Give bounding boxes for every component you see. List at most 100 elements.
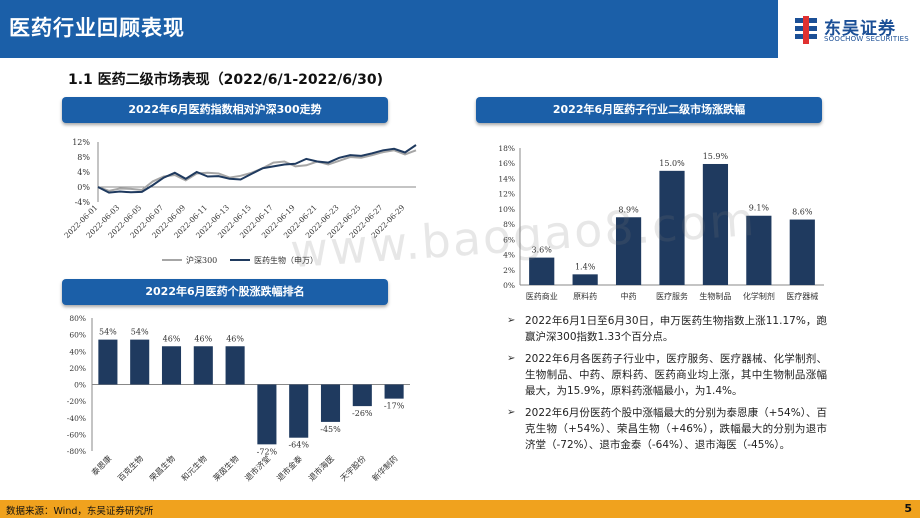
series-line-1 <box>97 144 417 194</box>
data-label: 15.0% <box>659 159 685 168</box>
bar-9 <box>384 384 404 399</box>
legend-label: 医药生物（申万） <box>254 255 318 265</box>
data-label: 1.4% <box>575 262 596 271</box>
title-bar: 医药行业回顾表现 <box>0 0 778 58</box>
bar-4 <box>702 163 729 285</box>
category-label: 莱茵生物 <box>211 453 241 483</box>
y-tick-label: -40% <box>67 414 86 423</box>
y-tick-label: 0% <box>503 281 515 290</box>
data-label: -72% <box>257 447 278 456</box>
data-label: -17% <box>384 402 405 411</box>
index-line-chart: 12%8%4%0%-4%2022-06-012022-06-032022-06-… <box>62 138 417 265</box>
y-tick-label: 14% <box>498 174 515 183</box>
y-tick-label: 8% <box>503 220 515 229</box>
data-label: -45% <box>320 425 341 434</box>
bullet-text: 2022年6月各医药子行业中，医疗服务、医疗器械、化学制剂、生物制品、中药、原料… <box>525 353 827 397</box>
data-label: -26% <box>352 409 373 418</box>
category-label: 荣昌生物 <box>147 453 177 483</box>
bar-8 <box>352 384 372 407</box>
bar-7 <box>320 384 341 422</box>
bullet-item: ➢ 2022年6月1日至6月30日，申万医药生物指数上涨11.17%，跑赢沪深3… <box>505 313 827 345</box>
arrow-bullet-icon: ➢ <box>507 315 516 326</box>
data-label: 3.6% <box>532 246 553 255</box>
y-tick-label: 16% <box>498 159 515 168</box>
category-label: 原料药 <box>573 291 597 301</box>
bar-4 <box>225 346 245 385</box>
data-label: 15.9% <box>703 152 729 161</box>
y-tick-label: 10% <box>498 205 515 214</box>
section-subtitle: 1.1 医药二级市场表现（2022/6/1-2022/6/30) <box>68 72 383 88</box>
bar-2 <box>161 346 182 385</box>
data-label: -64% <box>288 441 309 450</box>
y-tick-label: 0% <box>77 183 90 192</box>
category-label: 和元生物 <box>179 453 209 483</box>
y-tick-label: -80% <box>67 447 86 456</box>
y-tick-label: 40% <box>69 347 86 356</box>
data-label: 9.1% <box>749 204 770 213</box>
category-label: 医疗服务 <box>656 291 688 301</box>
y-tick-label: -4% <box>75 198 91 207</box>
bar-1 <box>130 339 150 385</box>
arrow-bullet-icon: ➢ <box>507 407 516 418</box>
bar-5 <box>257 384 277 445</box>
y-tick-label: 2% <box>503 266 515 275</box>
y-tick-label: 12% <box>72 138 90 147</box>
category-label: 医疗器械 <box>786 291 818 301</box>
category-label: 退市金泰 <box>274 453 304 483</box>
bar-0 <box>529 257 555 285</box>
y-tick-label: 6% <box>503 235 515 244</box>
stock-bar-chart: 80% 60% 40% 20% 0% -20% -40% -60% -80% 54% 泰恩康 54% 百… <box>67 314 410 483</box>
y-tick-label: 12% <box>498 190 515 199</box>
category-label: 中药 <box>621 291 637 301</box>
bullet-text: 2022年6月份医药个股中涨幅最大的分别为泰恩康（+54%）、百克生物（+54%… <box>525 407 827 451</box>
bar-1 <box>572 274 598 285</box>
data-label: 46% <box>163 334 181 343</box>
bullet-item: ➢ 2022年6月各医药子行业中，医疗服务、医疗器械、化学制剂、生物制品、中药、… <box>505 351 827 399</box>
footer-bar <box>0 500 920 518</box>
logo-icon <box>795 16 817 44</box>
data-label: 46% <box>194 334 212 343</box>
category-label: 化学制剂 <box>743 291 775 301</box>
bar-6 <box>289 384 309 438</box>
arrow-bullet-icon: ➢ <box>507 353 516 364</box>
y-tick-label: -60% <box>67 430 86 439</box>
logo-subtext: SOOCHOW SECURITIES <box>824 35 909 43</box>
y-tick-label: 0% <box>74 381 86 390</box>
category-label: 新华制药 <box>370 453 400 483</box>
page-number: 5 <box>904 502 912 515</box>
category-label: 退市济堂 <box>243 453 273 483</box>
y-tick-label: 60% <box>69 331 86 340</box>
y-tick-label: -20% <box>67 397 86 406</box>
y-tick-label: 4% <box>503 251 515 260</box>
category-label: 天宇股份 <box>338 453 368 483</box>
legend-label: 沪深300 <box>186 255 217 265</box>
index-chart-header: 2022年6月医药指数相对沪深300走势 <box>62 97 388 123</box>
bullet-item: ➢ 2022年6月份医药个股中涨幅最大的分别为泰恩康（+54%）、百克生物（+5… <box>505 405 827 453</box>
data-label: 46% <box>226 334 244 343</box>
bar-3 <box>659 170 685 285</box>
y-tick-label: 20% <box>69 364 86 373</box>
category-label: 泰恩康 <box>89 453 113 477</box>
brand-logo: 东吴证券 SOOCHOW SECURITIES <box>790 14 916 48</box>
page-title: 医药行业回顾表现 <box>9 16 185 40</box>
y-tick-label: 8% <box>77 153 90 162</box>
subsector-chart-header: 2022年6月医药子行业二级市场涨跌幅 <box>476 97 822 123</box>
bar-5 <box>746 215 772 285</box>
category-label: 生物制品 <box>699 291 731 301</box>
bar-2 <box>615 217 642 285</box>
footer-source: 数据来源：Wind，东吴证券研究所 <box>6 506 154 517</box>
data-label: 8.9% <box>618 205 639 214</box>
category-label: 退市海医 <box>306 453 336 483</box>
data-label: 54% <box>131 328 149 337</box>
category-label: 百克生物 <box>115 453 145 483</box>
data-label: 8.6% <box>792 208 813 217</box>
data-label: 54% <box>99 328 117 337</box>
subsector-bar-chart: 18% 16% 14% 12% 10% 8% 6% 4% 2% 0% 3.6% 医药商业 1.4% 原料药… <box>498 144 824 301</box>
logo-text: 东吴证券 <box>824 19 896 39</box>
bar-3 <box>193 346 213 385</box>
y-tick-label: 4% <box>77 168 90 177</box>
bar-0 <box>98 339 118 385</box>
category-label: 医药商业 <box>526 291 558 301</box>
y-tick-label: 18% <box>498 144 515 153</box>
stock-chart-header: 2022年6月医药个股涨跌幅排名 <box>62 279 388 305</box>
